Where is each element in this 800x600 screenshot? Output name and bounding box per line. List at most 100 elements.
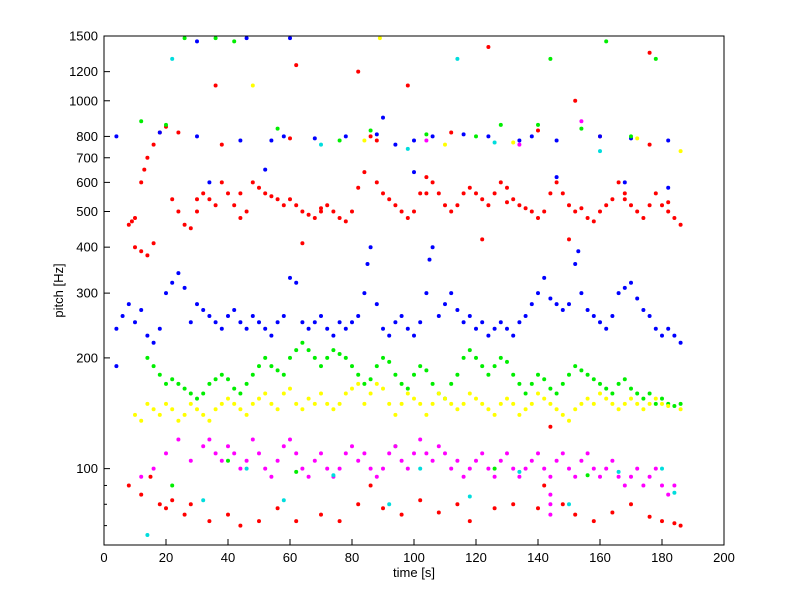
data-point xyxy=(176,381,181,386)
data-point xyxy=(195,39,199,44)
data-point xyxy=(585,396,590,401)
data-point xyxy=(281,391,286,396)
data-point xyxy=(666,326,671,331)
data-point xyxy=(201,191,206,196)
data-point xyxy=(641,483,646,488)
data-point xyxy=(294,63,299,68)
data-point xyxy=(424,368,429,373)
data-point xyxy=(455,203,460,208)
data-point xyxy=(275,506,280,511)
data-point xyxy=(449,291,454,296)
data-point xyxy=(678,222,683,227)
data-point xyxy=(536,216,540,220)
x-tick-label: 0 xyxy=(100,550,107,565)
data-point xyxy=(387,197,392,202)
data-point xyxy=(560,502,565,507)
data-point xyxy=(536,506,540,511)
data-point xyxy=(598,320,602,325)
data-point xyxy=(232,39,237,44)
data-point xyxy=(412,333,416,338)
data-point xyxy=(560,381,565,386)
data-point xyxy=(157,412,162,417)
data-point xyxy=(418,437,423,442)
data-point xyxy=(201,391,206,396)
data-point xyxy=(350,444,354,449)
data-point xyxy=(672,404,677,408)
data-point xyxy=(362,381,367,386)
data-point xyxy=(368,245,373,250)
data-point xyxy=(653,191,658,196)
data-point xyxy=(412,372,416,377)
data-point xyxy=(176,418,181,423)
data-point xyxy=(343,451,348,456)
data-point xyxy=(443,396,447,401)
data-point xyxy=(114,134,119,139)
x-tick-label: 40 xyxy=(221,550,235,565)
data-point xyxy=(529,134,534,139)
data-point xyxy=(393,444,398,449)
data-point xyxy=(629,134,633,139)
data-point xyxy=(195,407,199,412)
data-point xyxy=(579,458,584,463)
data-point xyxy=(164,291,168,296)
data-point xyxy=(418,364,423,369)
data-point xyxy=(604,466,609,471)
data-point xyxy=(281,134,286,139)
data-point xyxy=(362,451,367,456)
data-point xyxy=(319,209,323,214)
data-point xyxy=(176,209,181,214)
data-point xyxy=(368,483,373,488)
data-point xyxy=(188,320,193,325)
data-point xyxy=(257,396,261,401)
data-point xyxy=(356,185,361,190)
data-point xyxy=(362,401,367,406)
data-point xyxy=(377,36,382,41)
data-point xyxy=(263,326,268,331)
data-point xyxy=(585,308,590,312)
data-point xyxy=(523,206,528,211)
data-point xyxy=(641,396,646,401)
data-point xyxy=(579,368,584,373)
y-tick-label: 800 xyxy=(76,129,98,144)
data-point xyxy=(548,424,553,429)
data-point xyxy=(350,364,354,369)
data-point xyxy=(201,498,206,503)
data-point xyxy=(232,451,237,456)
data-point xyxy=(554,180,559,185)
data-point xyxy=(678,407,683,412)
data-point xyxy=(139,474,144,479)
data-point xyxy=(126,483,131,488)
data-point xyxy=(182,36,187,41)
data-point xyxy=(319,314,323,318)
data-point xyxy=(188,458,193,463)
data-point xyxy=(170,498,175,503)
data-point xyxy=(436,314,441,318)
data-point xyxy=(647,203,652,208)
data-point xyxy=(300,340,305,345)
data-point xyxy=(257,364,261,369)
data-point xyxy=(542,209,547,214)
data-point xyxy=(517,142,522,147)
data-point xyxy=(365,262,370,266)
data-point xyxy=(536,391,540,396)
data-point xyxy=(300,241,305,246)
data-point xyxy=(219,458,224,463)
data-point xyxy=(474,396,478,401)
data-point xyxy=(622,377,627,382)
data-point xyxy=(635,466,640,471)
data-point xyxy=(226,458,230,463)
data-point xyxy=(660,333,664,338)
data-point xyxy=(170,483,175,488)
data-point xyxy=(424,451,429,456)
data-point xyxy=(275,407,280,412)
data-point xyxy=(269,364,274,369)
data-point xyxy=(393,320,398,325)
data-point xyxy=(542,275,547,280)
data-point xyxy=(418,466,423,471)
y-tick-label: 200 xyxy=(76,350,98,365)
data-point xyxy=(666,209,671,214)
data-point xyxy=(263,355,268,360)
data-point xyxy=(381,506,385,511)
y-tick-label: 1500 xyxy=(69,29,98,44)
data-point xyxy=(164,122,168,127)
